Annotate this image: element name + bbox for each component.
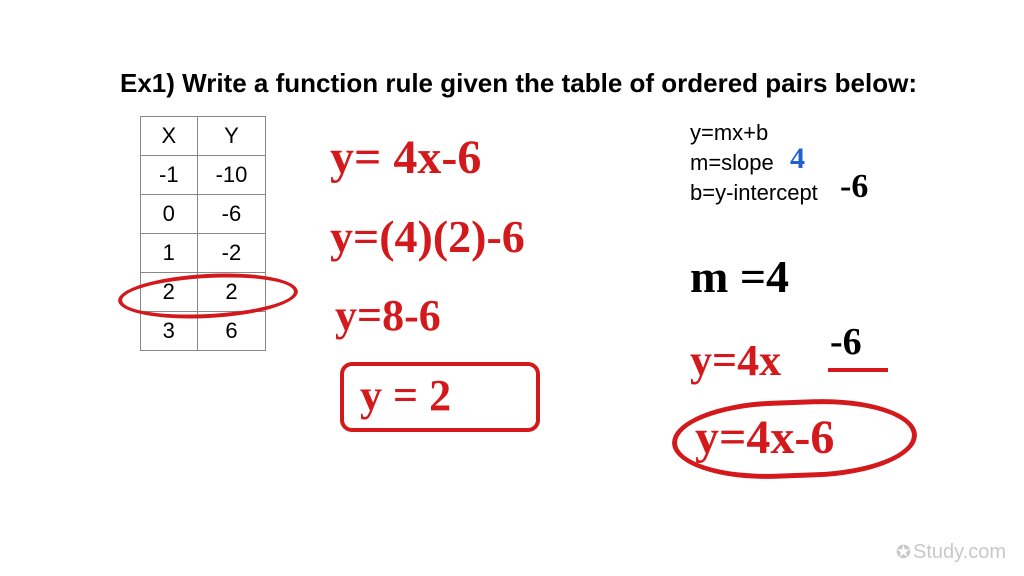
table-header-row: X Y <box>141 117 266 156</box>
cell-x: 0 <box>141 195 198 234</box>
work-line-1: y= 4x-6 <box>330 130 481 185</box>
intercept-value: -6 <box>840 168 868 206</box>
work-line-3: y=8-6 <box>335 290 441 341</box>
problem-title: Ex1) Write a function rule given the tab… <box>120 68 917 99</box>
formula-b-intercept: b=y-intercept <box>690 180 818 206</box>
watermark-text: Study.com <box>913 541 1006 563</box>
header-y: Y <box>197 117 266 156</box>
y-eq-4x: y=4x <box>690 335 781 386</box>
cell-y: -2 <box>197 234 266 273</box>
table-row: -1 -10 <box>141 156 266 195</box>
slope-value: 4 <box>790 142 805 176</box>
underline-annotation <box>828 368 888 372</box>
final-circle-annotation <box>671 396 919 483</box>
boxed-answer-annotation <box>340 362 540 432</box>
cell-x: -1 <box>141 156 198 195</box>
formula-slope-intercept: y=mx+b <box>690 120 768 146</box>
cell-y: -10 <box>197 156 266 195</box>
work-line-2: y=(4)(2)-6 <box>330 210 525 263</box>
watermark: ✪Study.com <box>896 541 1006 564</box>
header-x: X <box>141 117 198 156</box>
cell-y: -6 <box>197 195 266 234</box>
formula-m-slope: m=slope <box>690 150 774 176</box>
minus-6-appended: -6 <box>830 320 862 364</box>
watermark-icon: ✪ <box>896 542 911 563</box>
table-row: 1 -2 <box>141 234 266 273</box>
m-equals-4: m =4 <box>690 250 789 303</box>
table-row: 0 -6 <box>141 195 266 234</box>
cell-x: 1 <box>141 234 198 273</box>
